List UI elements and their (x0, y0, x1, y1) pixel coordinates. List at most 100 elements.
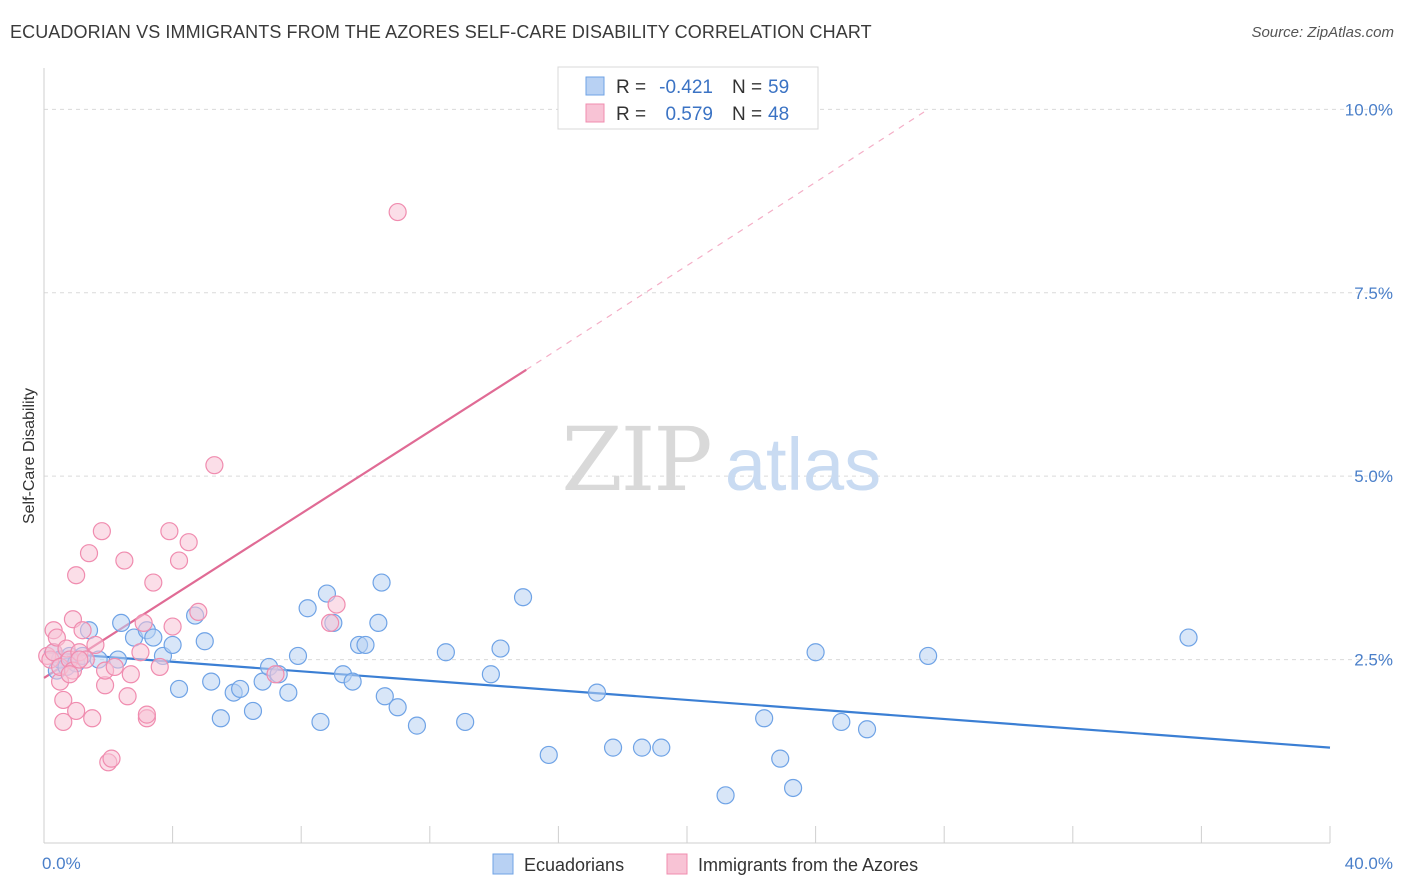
x-tick-label: 0.0% (42, 854, 81, 873)
point-series-0 (231, 679, 250, 699)
series-legend-swatch (666, 853, 688, 875)
point-series-1 (86, 635, 105, 655)
point-series-0 (211, 709, 230, 728)
point-series-1 (60, 665, 79, 684)
point-series-0 (243, 701, 263, 721)
series-legend-label: Immigrants from the Azores (698, 855, 918, 875)
point-series-1 (118, 687, 137, 706)
point-series-0 (202, 672, 221, 691)
point-series-0 (755, 709, 774, 728)
watermark: ZIP atlas (561, 408, 881, 511)
point-series-1 (150, 657, 169, 677)
axes: Self-Care Disability (21, 68, 1331, 844)
point-series-0 (481, 665, 500, 684)
y-tick-label: 7.5% (1354, 284, 1393, 303)
point-series-0 (436, 643, 455, 662)
point-series-0 (513, 588, 533, 607)
point-series-0 (783, 778, 803, 798)
point-series-1 (160, 522, 179, 541)
point-series-1 (144, 573, 163, 592)
stats-n-value: 48 (768, 104, 789, 125)
point-series-1 (189, 602, 208, 621)
point-series-0 (343, 672, 362, 691)
point-series-1 (92, 522, 111, 541)
point-series-1 (179, 533, 198, 552)
point-series-1 (115, 551, 134, 570)
point-series-0 (356, 635, 375, 655)
point-series-1 (327, 595, 346, 614)
point-series-0 (407, 716, 427, 735)
stats-r-label: R = (616, 104, 646, 125)
point-series-1 (83, 709, 102, 728)
point-series-1 (67, 701, 86, 721)
point-series-1 (54, 712, 73, 732)
point-series-0 (311, 712, 330, 732)
point-series-0 (388, 698, 407, 717)
point-series-0 (298, 599, 317, 618)
y-tick-label: 2.5% (1354, 651, 1393, 670)
point-series-0 (919, 646, 938, 666)
point-series-1 (321, 613, 340, 633)
stats-legend-swatch (585, 103, 605, 123)
y-tick-label: 5.0% (1354, 467, 1393, 486)
point-series-0 (632, 738, 652, 757)
point-series-1 (134, 613, 153, 633)
point-series-1 (137, 705, 156, 724)
point-series-0 (587, 683, 607, 702)
point-series-0 (716, 786, 735, 805)
source-credit: Source: ZipAtlas.com (1251, 24, 1394, 41)
point-series-1 (205, 456, 224, 475)
point-series-0 (491, 639, 510, 658)
stats-n-label: N = (732, 104, 762, 125)
point-series-0 (169, 679, 189, 699)
trend-line-1 (43, 368, 527, 679)
chart-title: ECUADORIAN VS IMMIGRANTS FROM THE AZORES… (10, 22, 872, 42)
point-series-1 (169, 551, 189, 570)
point-series-1 (79, 544, 99, 563)
point-series-0 (163, 635, 182, 655)
tick-labels: 2.5% 5.0% 7.5% 10.0% 0.0% 40.0% (42, 100, 1393, 873)
y-axis-title: Self-Care Disability (21, 388, 38, 524)
point-series-1 (105, 657, 124, 677)
stats-r-value: -0.421 (659, 77, 713, 98)
point-series-0 (279, 683, 298, 702)
trend-line-0 (43, 651, 1331, 749)
stats-n-value: 59 (768, 77, 789, 98)
stats-r-label: R = (616, 77, 646, 98)
point-series-1 (67, 566, 86, 585)
watermark-atlas: atlas (725, 423, 881, 506)
point-series-0 (771, 749, 790, 768)
stats-legend-swatch (585, 76, 605, 96)
point-series-0 (456, 712, 475, 732)
point-series-1 (70, 650, 89, 669)
data-points (38, 202, 1198, 805)
point-series-0 (144, 628, 163, 647)
watermark-zip: ZIP (561, 408, 710, 511)
point-series-0 (857, 720, 877, 739)
series-legend-swatch (492, 853, 514, 875)
point-series-1 (121, 665, 140, 684)
point-series-1 (266, 665, 285, 684)
point-series-1 (131, 643, 150, 662)
series-legend-label: Ecuadorians (524, 855, 624, 875)
series-legend: Ecuadorians Immigrants from the Azores (492, 853, 918, 875)
point-series-0 (832, 712, 851, 732)
stats-legend: R = -0.421 N = 59 R = 0.579 N = 48 (557, 66, 819, 130)
point-series-0 (603, 738, 623, 757)
point-series-1 (102, 749, 121, 768)
point-series-0 (369, 613, 388, 633)
point-series-0 (652, 738, 671, 757)
point-series-0 (806, 643, 825, 662)
point-series-0 (539, 745, 558, 765)
point-series-1 (163, 617, 182, 636)
stats-n-label: N = (732, 77, 762, 98)
point-series-1 (388, 202, 407, 222)
stats-r-value: 0.579 (665, 104, 713, 125)
point-series-1 (73, 621, 92, 640)
point-series-0 (1179, 628, 1198, 647)
point-series-0 (112, 613, 131, 633)
point-series-0 (195, 632, 214, 651)
point-series-0 (288, 646, 308, 666)
trend-extension-1 (525, 108, 929, 371)
